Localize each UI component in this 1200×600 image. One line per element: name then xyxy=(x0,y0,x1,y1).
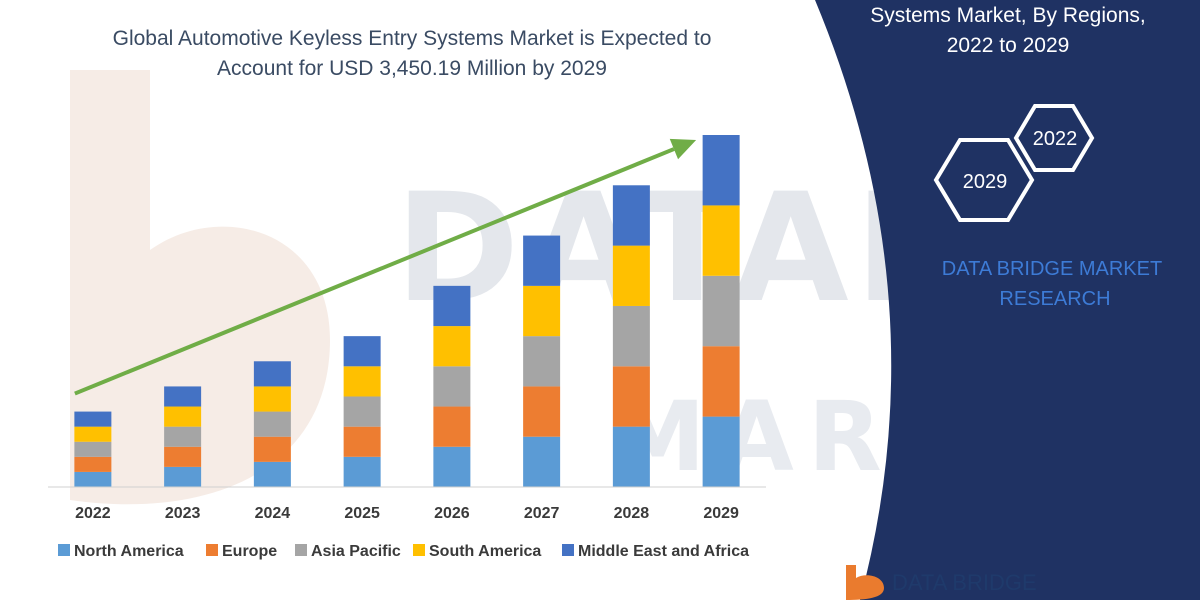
bar-2027-south-america xyxy=(523,285,561,337)
legend-label: Asia Pacific xyxy=(311,543,401,560)
hexagon-2022-icon xyxy=(1013,104,1095,172)
side-title-line-2: 2022 to 2029 xyxy=(947,34,1070,57)
bar-2022-north-america xyxy=(74,471,112,487)
chart-title: Global Automotive Keyless Entry Systems … xyxy=(113,27,712,80)
bar-2023-north-america xyxy=(164,466,202,487)
bar-2027-north-america xyxy=(523,436,561,487)
legend-swatch xyxy=(206,544,218,556)
bar-2023-asia-pacific xyxy=(164,426,202,447)
legend-label: Europe xyxy=(222,543,277,560)
bar-2022-south-america xyxy=(74,426,112,442)
bar-2024-asia-pacific xyxy=(253,411,291,437)
bar-2028-middle-east-and-africa xyxy=(612,185,650,246)
bar-2028-south-america xyxy=(612,245,650,306)
footer-logo: DATA BRIDGE xyxy=(846,565,1037,600)
bar-2026-south-america xyxy=(433,326,471,367)
bar-2029-middle-east-and-africa xyxy=(702,135,740,206)
bar-2023-south-america xyxy=(164,406,202,427)
bar-2029-north-america xyxy=(702,416,740,487)
brand-line-2: RESEARCH xyxy=(999,288,1110,310)
hexagon-2029-icon xyxy=(933,138,1035,222)
bar-2026-europe xyxy=(433,406,471,447)
x-tick-label: 2024 xyxy=(255,505,291,522)
bar-2023-middle-east-and-africa xyxy=(164,386,202,407)
bar-2024-middle-east-and-africa xyxy=(253,361,291,387)
legend-label: North America xyxy=(74,543,184,560)
side-panel xyxy=(815,0,1200,600)
bar-2024-north-america xyxy=(253,461,291,487)
legend-swatch xyxy=(295,544,307,556)
bar-2025-middle-east-and-africa xyxy=(343,336,381,367)
hexagon-2022: 2022 xyxy=(1013,104,1095,172)
bar-2026-north-america xyxy=(433,446,471,487)
legend: North America Europe Asia Pacific South Ame… xyxy=(58,543,749,560)
bar-2022-asia-pacific xyxy=(74,441,112,457)
bar-2022-middle-east-and-africa xyxy=(74,411,112,427)
bar-2025-asia-pacific xyxy=(343,396,381,427)
x-tick-label: 2028 xyxy=(614,505,650,522)
bar-2026-asia-pacific xyxy=(433,366,471,407)
bar-2029-europe xyxy=(702,346,740,417)
bar-2028-asia-pacific xyxy=(612,305,650,367)
x-tick-label: 2029 xyxy=(703,505,739,522)
bar-2029-asia-pacific xyxy=(702,275,740,347)
trend-arrow-line xyxy=(74,147,675,396)
hexagon-2029: 2029 xyxy=(933,138,1035,222)
brand-line-1: DATA BRIDGE MARKET xyxy=(942,258,1162,280)
bar-2024-south-america xyxy=(253,386,291,412)
legend-label: South America xyxy=(429,543,541,560)
x-tick-label: 2022 xyxy=(75,505,111,522)
hexagon-2029-label: 2029 xyxy=(963,171,1008,193)
bar-2029-south-america xyxy=(702,205,740,276)
bar-2027-middle-east-and-africa xyxy=(523,235,561,286)
trend-arrow xyxy=(74,138,697,396)
x-tick-label: 2025 xyxy=(344,505,380,522)
legend-swatch xyxy=(562,544,574,556)
x-tick-label: 2023 xyxy=(165,505,201,522)
x-tick-label: 2027 xyxy=(524,505,560,522)
bar-2022-europe xyxy=(74,456,112,472)
legend-swatch xyxy=(58,544,70,556)
bar-2027-asia-pacific xyxy=(523,336,561,387)
bar-2027-europe xyxy=(523,386,561,437)
side-title: Systems Market, By Regions, 2022 to 2029 xyxy=(870,4,1145,57)
bars-group xyxy=(74,135,740,487)
legend-label: Middle East and Africa xyxy=(578,543,749,560)
x-tick-labels: 2022 2023 2024 2025 2026 2027 2028 2029 xyxy=(75,505,739,522)
logo-text: DATA BRIDGE xyxy=(892,570,1037,595)
bar-2026-middle-east-and-africa xyxy=(433,285,471,327)
bar-2028-europe xyxy=(612,366,650,427)
bar-2025-south-america xyxy=(343,366,381,397)
logo-icon xyxy=(846,565,884,600)
hexagon-2022-label: 2022 xyxy=(1033,128,1078,150)
side-title-line-1: Systems Market, By Regions, xyxy=(870,4,1145,27)
bar-2023-europe xyxy=(164,446,202,467)
title-line-1: Global Automotive Keyless Entry Systems … xyxy=(113,27,712,50)
bar-2025-europe xyxy=(343,426,381,457)
legend-swatch xyxy=(413,544,425,556)
x-tick-label: 2026 xyxy=(434,505,470,522)
trend-arrow-head-icon xyxy=(669,138,697,160)
bar-2024-europe xyxy=(253,436,291,462)
title-line-2: Account for USD 3,450.19 Million by 2029 xyxy=(217,57,607,80)
bar-2025-north-america xyxy=(343,456,381,487)
bar-2028-north-america xyxy=(612,426,650,487)
